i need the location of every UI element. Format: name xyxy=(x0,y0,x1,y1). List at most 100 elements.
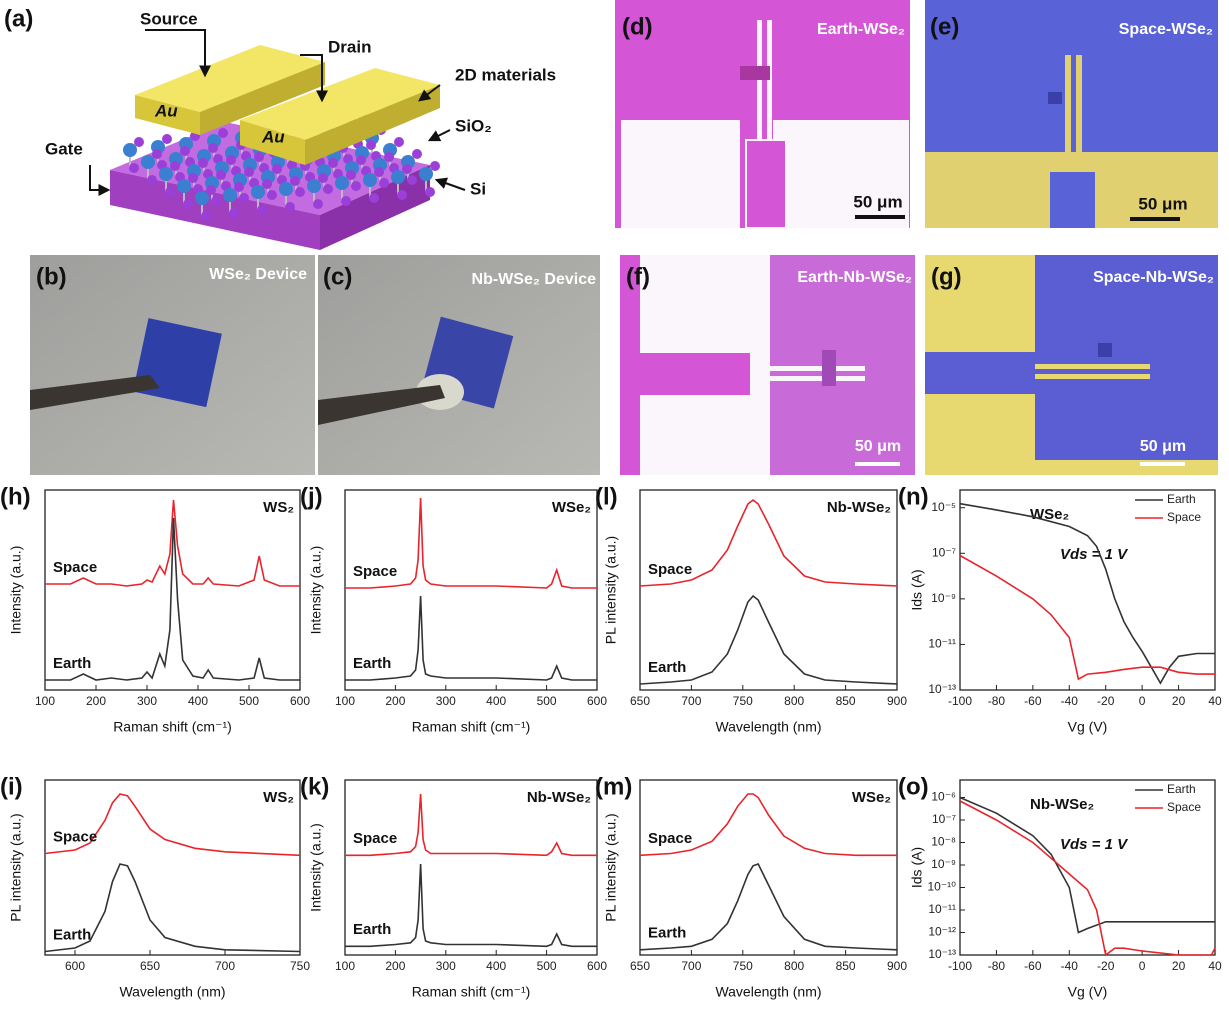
x-tick-label: 600 xyxy=(587,959,607,973)
x-tick-label: 800 xyxy=(784,694,804,708)
panel-label: (i) xyxy=(0,773,23,800)
atom xyxy=(313,199,323,209)
scale-bar: 50 μm xyxy=(853,192,902,211)
schematic xyxy=(89,29,466,250)
atom xyxy=(285,202,295,212)
series-line xyxy=(44,863,301,953)
atom xyxy=(366,140,376,150)
x-tick-label: 800 xyxy=(784,959,804,973)
x-axis-label: Wavelength (nm) xyxy=(715,719,821,735)
series-line xyxy=(639,498,898,587)
caption: Space-WSe₂ xyxy=(1119,21,1213,38)
title: Nb-WSe₂ xyxy=(1030,796,1094,813)
series-label: Space xyxy=(648,561,692,578)
x-tick-label: -20 xyxy=(1097,694,1115,708)
atom xyxy=(290,176,300,186)
label: 2D materials xyxy=(455,65,556,84)
x-tick-label: -100 xyxy=(948,959,972,973)
label: Source xyxy=(140,9,198,28)
atom xyxy=(170,161,180,171)
atom xyxy=(188,173,198,183)
atom xyxy=(356,155,366,165)
series-label: Earth xyxy=(353,921,391,938)
x-tick-label: 600 xyxy=(587,694,607,708)
plot-frame xyxy=(959,489,1216,691)
series-line xyxy=(345,497,597,589)
x-tick-label: 900 xyxy=(887,694,907,708)
atom xyxy=(180,146,190,156)
series-label: Earth xyxy=(53,926,91,943)
y-tick-label: 10⁻¹¹ xyxy=(928,902,956,916)
atom xyxy=(379,178,389,188)
series-line xyxy=(44,793,301,857)
atom xyxy=(262,179,272,189)
x-tick-label: -60 xyxy=(1024,959,1042,973)
atom xyxy=(162,134,172,144)
x-tick-label: 300 xyxy=(137,694,157,708)
atom xyxy=(206,185,216,195)
x-axis-label: Vg (V) xyxy=(1068,719,1108,735)
x-tick-label: 0 xyxy=(1139,959,1146,973)
scale-bar: 50 μm xyxy=(1138,194,1187,213)
micrograph xyxy=(925,0,1218,228)
x-axis-label: Wavelength (nm) xyxy=(119,984,225,1000)
series-label: Earth xyxy=(648,659,686,676)
atom xyxy=(129,163,139,173)
plot-frame xyxy=(44,779,301,956)
x-tick-label: -20 xyxy=(1097,959,1115,973)
caption: Earth-WSe₂ xyxy=(817,21,905,38)
panel-label: (o) xyxy=(898,773,929,800)
x-tick-label: 200 xyxy=(385,959,405,973)
atom xyxy=(134,137,144,147)
x-tick-label: 500 xyxy=(239,694,259,708)
title: WSe₂ xyxy=(552,499,591,516)
x-tick-label: 700 xyxy=(681,959,701,973)
y-tick-label: 10⁻⁶ xyxy=(931,790,956,804)
x-tick-label: -80 xyxy=(988,694,1006,708)
legend-label: Space xyxy=(1167,510,1201,524)
panel-label: (d) xyxy=(622,13,653,40)
micrograph xyxy=(620,255,915,475)
atom xyxy=(351,181,361,191)
x-tick-label: -40 xyxy=(1061,694,1079,708)
atom xyxy=(159,167,173,181)
panel-label: (n) xyxy=(898,483,929,510)
atom xyxy=(430,161,440,171)
atom xyxy=(412,149,422,159)
series-line xyxy=(959,800,1216,957)
x-tick-label: -60 xyxy=(1024,694,1042,708)
plot-frame xyxy=(44,489,301,691)
atom xyxy=(208,143,218,153)
y-tick-label: 10⁻⁹ xyxy=(931,857,956,871)
y-tick-label: 10⁻¹⁰ xyxy=(928,880,957,894)
x-tick-label: 40 xyxy=(1208,959,1222,973)
title: Nb-WSe₂ xyxy=(527,789,591,806)
atom xyxy=(363,173,377,187)
series-line xyxy=(639,793,897,857)
x-tick-label: 100 xyxy=(335,694,355,708)
x-tick-label: 500 xyxy=(537,694,557,708)
y-axis-label: PL intensity (a.u.) xyxy=(603,536,619,644)
label: Si xyxy=(470,179,486,198)
y-tick-label: 10⁻⁸ xyxy=(931,835,956,849)
x-tick-label: 750 xyxy=(733,694,753,708)
panel-label: (h) xyxy=(0,483,31,510)
series-line xyxy=(639,863,898,951)
micrograph xyxy=(615,0,910,229)
caption: Nb-WSe₂ Device xyxy=(472,271,597,288)
atom xyxy=(346,170,356,180)
x-tick-label: 650 xyxy=(140,959,160,973)
panel-label: (e) xyxy=(930,13,959,40)
atom xyxy=(307,179,321,193)
atom xyxy=(251,185,265,199)
x-tick-label: 650 xyxy=(630,694,650,708)
title: WS₂ xyxy=(263,499,294,516)
atom xyxy=(234,182,244,192)
panel-label: (l) xyxy=(595,483,618,510)
series-label: Space xyxy=(353,563,397,580)
label: Au xyxy=(261,127,285,146)
legend-label: Earth xyxy=(1167,782,1196,796)
series-line xyxy=(639,594,898,685)
series-line xyxy=(45,517,300,681)
